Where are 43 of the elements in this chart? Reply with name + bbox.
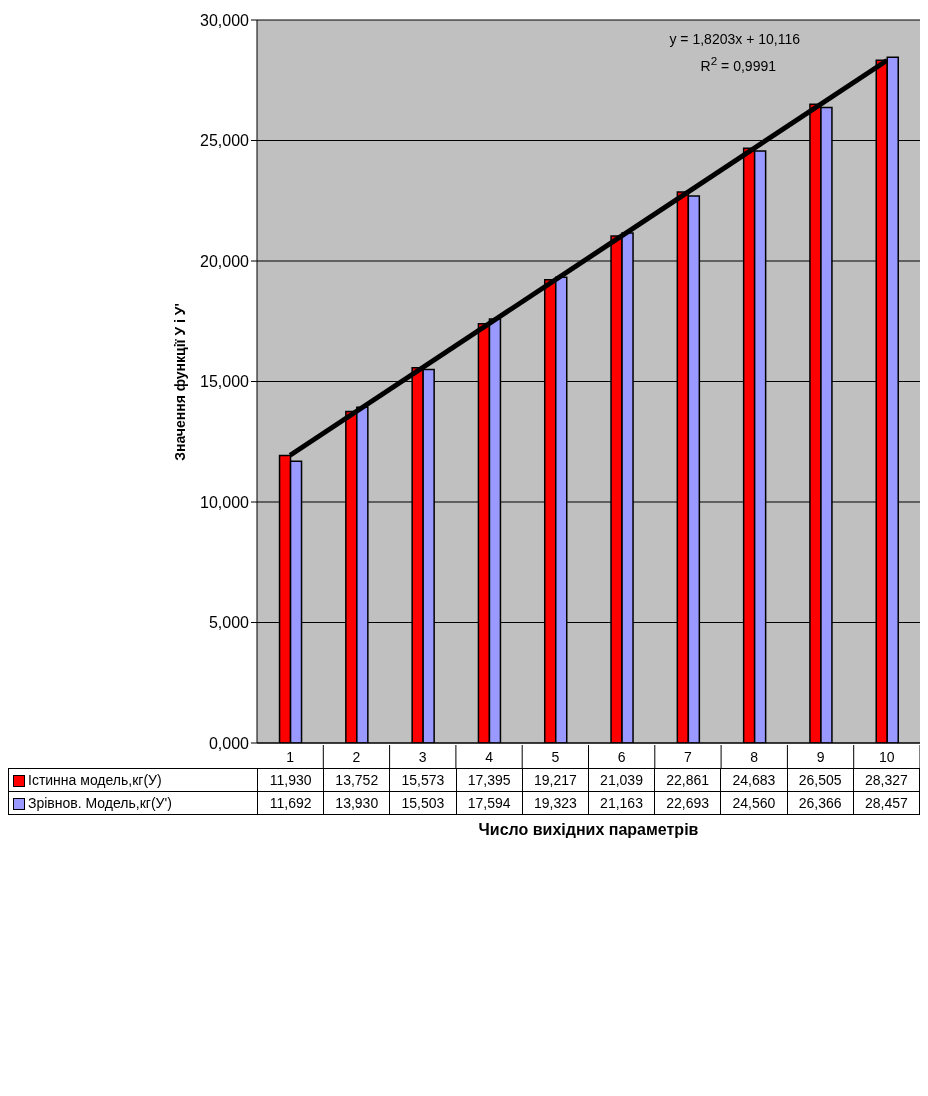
x-axis-title: Число вихідних параметрів: [477, 821, 700, 839]
data-label: 13,752: [323, 768, 390, 792]
x-tick-label: 8: [750, 749, 759, 765]
data-label: 24,683: [720, 768, 787, 792]
y-tick-label: 10,000: [200, 493, 250, 511]
data-label: 11,930: [257, 768, 324, 792]
legend-label: Зрівнов. Модель,кг(У'): [8, 791, 258, 815]
y-tick-label: 25,000: [200, 132, 250, 150]
annotation: R$^{2}$ = 0,9991: [699, 53, 777, 76]
data-label: 19,217: [522, 768, 589, 792]
data-label: 19,323: [522, 791, 589, 815]
x-tick-label: 10: [879, 749, 895, 765]
data-label: 15,503: [389, 791, 457, 815]
data-label: 28,457: [853, 791, 920, 815]
data-label: 11,692: [257, 791, 324, 815]
y-tick-label: 0,000: [208, 734, 250, 752]
data-label: 26,366: [787, 791, 854, 815]
x-tick-label: 2: [352, 749, 361, 765]
data-label: 24,560: [720, 791, 787, 815]
x-tick-label: 1: [286, 749, 295, 765]
data-label: 17,395: [456, 768, 523, 792]
data-label: 26,505: [787, 768, 854, 792]
data-label: 17,594: [456, 791, 523, 815]
y-tick-label: 5,000: [208, 614, 250, 632]
x-tick-label: 3: [418, 749, 427, 765]
y-axis-title: Значення функції У і У': [172, 302, 188, 461]
data-label: 13,930: [323, 791, 390, 815]
y-tick-label: 15,000: [200, 373, 250, 391]
y-tick-label: 30,000: [200, 11, 250, 29]
y-tick-label: 20,000: [200, 252, 250, 270]
data-label: 28,327: [853, 768, 920, 792]
data-label: 21,039: [588, 768, 655, 792]
x-tick-label: 9: [816, 749, 825, 765]
legend-label: Істинна модель,кг(У): [8, 768, 258, 792]
x-tick-label: 7: [684, 749, 693, 765]
data-label: 22,861: [654, 768, 721, 792]
x-tick-label: 5: [551, 749, 560, 765]
x-tick-label: 6: [617, 749, 626, 765]
x-tick-label: 4: [485, 749, 494, 765]
annotation: y = 1,8203x + 10,116: [669, 30, 800, 49]
data-label: 22,693: [654, 791, 721, 815]
data-label: 21,163: [588, 791, 655, 815]
data-label: 15,573: [389, 768, 457, 792]
